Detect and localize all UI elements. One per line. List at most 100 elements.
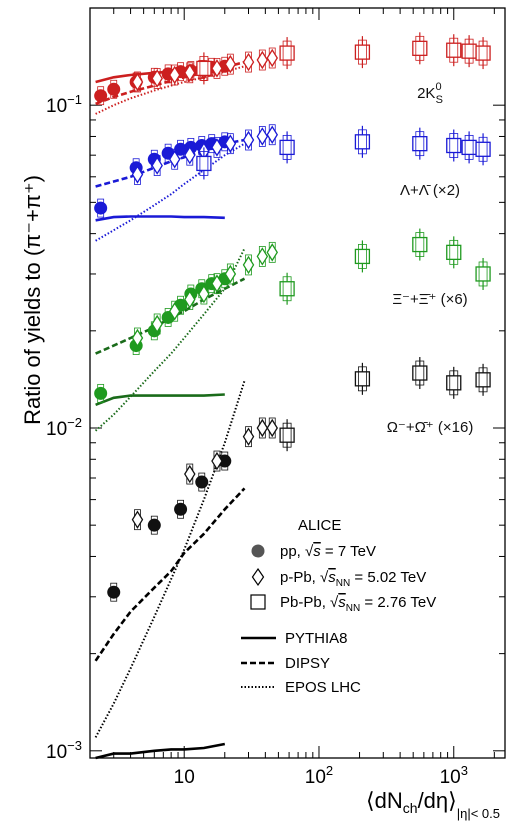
point-p-pb-kaon	[184, 63, 196, 83]
point-pb-pb-xi	[354, 248, 371, 265]
point-p-pb-xi	[184, 290, 196, 309]
point-p-pb-omega	[211, 451, 223, 471]
point-pb-pb-kaon-syst	[464, 38, 474, 64]
point-pb-pb-lambda-syst	[199, 151, 209, 176]
point-pb-pb-kaon	[461, 43, 477, 59]
point-p-pb-xi	[242, 255, 255, 275]
point-pb-pb-kaon-syst	[478, 40, 488, 66]
species-labels: 2K0 S Λ+Λ̄ (×2) Ξ⁻+Ξ̄⁺ (×6) Ω⁻+Ω̄⁺ (×16)	[387, 81, 474, 436]
point-p-pb-kaon	[266, 48, 279, 68]
species-label-omega: Ω⁻+Ω̄⁺ (×16)	[387, 419, 474, 436]
point-pb-pb-kaon	[279, 45, 295, 61]
point-p-pb-xi	[266, 243, 279, 262]
point-pb-pb-xi-syst	[415, 232, 425, 257]
point-pb-pb-lambda	[279, 139, 295, 156]
plot-frame	[89, 7, 506, 759]
point-pb-pb-omega	[354, 371, 371, 387]
axis-labels: 10 102 103 10−3 10−2 10−1 Ratio of yields to (…	[20, 92, 500, 821]
point-pp-omega	[218, 454, 232, 468]
point-pb-pb-kaon-syst	[282, 40, 292, 66]
point-p-pb-kaon	[151, 69, 163, 88]
model-curve-epos-lhc-omega	[94, 380, 246, 738]
point-pb-pb-omega	[412, 365, 428, 381]
legend-model-label: PYTHIA8	[285, 630, 348, 647]
species-label-kaon: 2K0 S	[417, 81, 443, 106]
point-p-pb-omega	[242, 427, 255, 446]
point-p-pb-kaon	[131, 72, 144, 92]
point-pp-omega	[107, 585, 121, 599]
model-curve-epos-lhc-kaon	[95, 65, 245, 115]
point-pb-pb-lambda	[354, 134, 371, 150]
point-p-pb-lambda	[256, 127, 269, 146]
point-pb-pb-xi	[475, 266, 491, 282]
data-points	[94, 32, 491, 602]
species-label-lambda: Λ+Λ̄ (×2)	[400, 182, 460, 199]
point-pp-omega	[174, 502, 188, 516]
legend-system-label: Pb-Pb, √sNN = 2.76 TeV	[280, 594, 436, 614]
point-pb-pb-lambda	[412, 136, 428, 152]
point-pb-pb-lambda-syst	[358, 129, 367, 155]
point-pb-pb-omega-syst	[449, 370, 459, 396]
model-curve-pythia8-omega	[95, 742, 226, 760]
point-p-pb-xi	[198, 284, 210, 304]
legend-marker-diamond	[251, 567, 265, 587]
point-pb-pb-lambda-syst	[449, 133, 459, 158]
y-tick-label: 10−2	[46, 415, 82, 440]
point-p-pb-kaon	[256, 50, 269, 70]
point-p-pb-lambda	[211, 138, 223, 157]
point-pb-pb-kaon-syst	[415, 35, 425, 61]
point-p-pb-lambda	[266, 125, 279, 144]
model-curve-epos-lhc-lambda	[95, 142, 246, 242]
x-tick-label: 102	[305, 763, 333, 788]
point-p-pb-lambda	[168, 150, 181, 169]
point-p-pb-xi	[131, 328, 144, 348]
point-p-pb-lambda	[242, 130, 255, 150]
model-curve-epos-lhc-xi	[94, 247, 246, 432]
point-pb-pb-kaon	[475, 45, 491, 61]
legend-system-label: pp, √s = 7 TeV	[280, 543, 376, 560]
point-pb-pb-kaon	[412, 40, 428, 56]
point-pb-pb-kaon	[354, 44, 371, 60]
point-p-pb-xi	[256, 247, 269, 266]
point-pb-pb-kaon-syst	[358, 39, 367, 65]
point-p-pb-xi	[151, 314, 163, 334]
point-pp-kaon	[94, 89, 108, 103]
legend-experiment: ALICE	[298, 517, 341, 534]
point-pb-pb-lambda-syst	[282, 134, 292, 160]
point-pb-pb-omega-syst	[358, 366, 367, 392]
point-p-pb-kaon	[168, 65, 181, 85]
point-pb-pb-omega-syst	[282, 422, 292, 448]
legend: ALICE pp, √s = 7 TeV p-Pb, √sNN = 5.02 TeV…	[241, 517, 436, 696]
model-curve-pythia8-xi	[95, 393, 225, 407]
legend-system-label: p-Pb, √sNN = 5.02 TeV	[280, 569, 426, 589]
point-pp-kaon	[107, 82, 121, 96]
point-pb-pb-xi-syst	[449, 239, 459, 265]
point-p-pb-xi	[211, 274, 223, 293]
point-pb-pb-xi-syst	[478, 261, 488, 287]
point-pb-pb-xi	[279, 281, 295, 297]
point-p-pb-omega	[131, 510, 144, 529]
y-axis-label: Ratio of yields to (π⁻+π⁺)	[20, 175, 45, 425]
x-tick-label: 10	[174, 767, 195, 788]
point-pb-pb-xi	[412, 236, 428, 253]
axis-ticks	[89, 7, 505, 758]
point-pp-omega	[147, 518, 161, 532]
point-pb-pb-lambda	[461, 139, 477, 156]
point-pb-pb-kaon-syst	[199, 55, 209, 81]
point-p-pb-lambda	[224, 134, 237, 153]
point-pb-pb-omega	[279, 427, 295, 443]
point-pb-pb-omega-syst	[478, 367, 488, 393]
point-pp-xi	[94, 386, 108, 400]
point-pb-pb-xi	[446, 244, 462, 261]
point-pb-pb-kaon-syst	[449, 37, 459, 63]
point-p-pb-kaon	[211, 59, 223, 78]
point-p-pb-kaon	[242, 52, 255, 72]
point-p-pb-lambda	[184, 145, 196, 165]
point-pb-pb-lambda	[196, 155, 212, 172]
x-axis-label: ⟨dNch/dη⟩|η|< 0.5	[366, 788, 500, 821]
legend-model-label: EPOS LHC	[285, 679, 361, 696]
point-pb-pb-lambda	[475, 141, 491, 157]
point-p-pb-xi	[168, 301, 181, 321]
point-pb-pb-omega	[446, 375, 462, 391]
